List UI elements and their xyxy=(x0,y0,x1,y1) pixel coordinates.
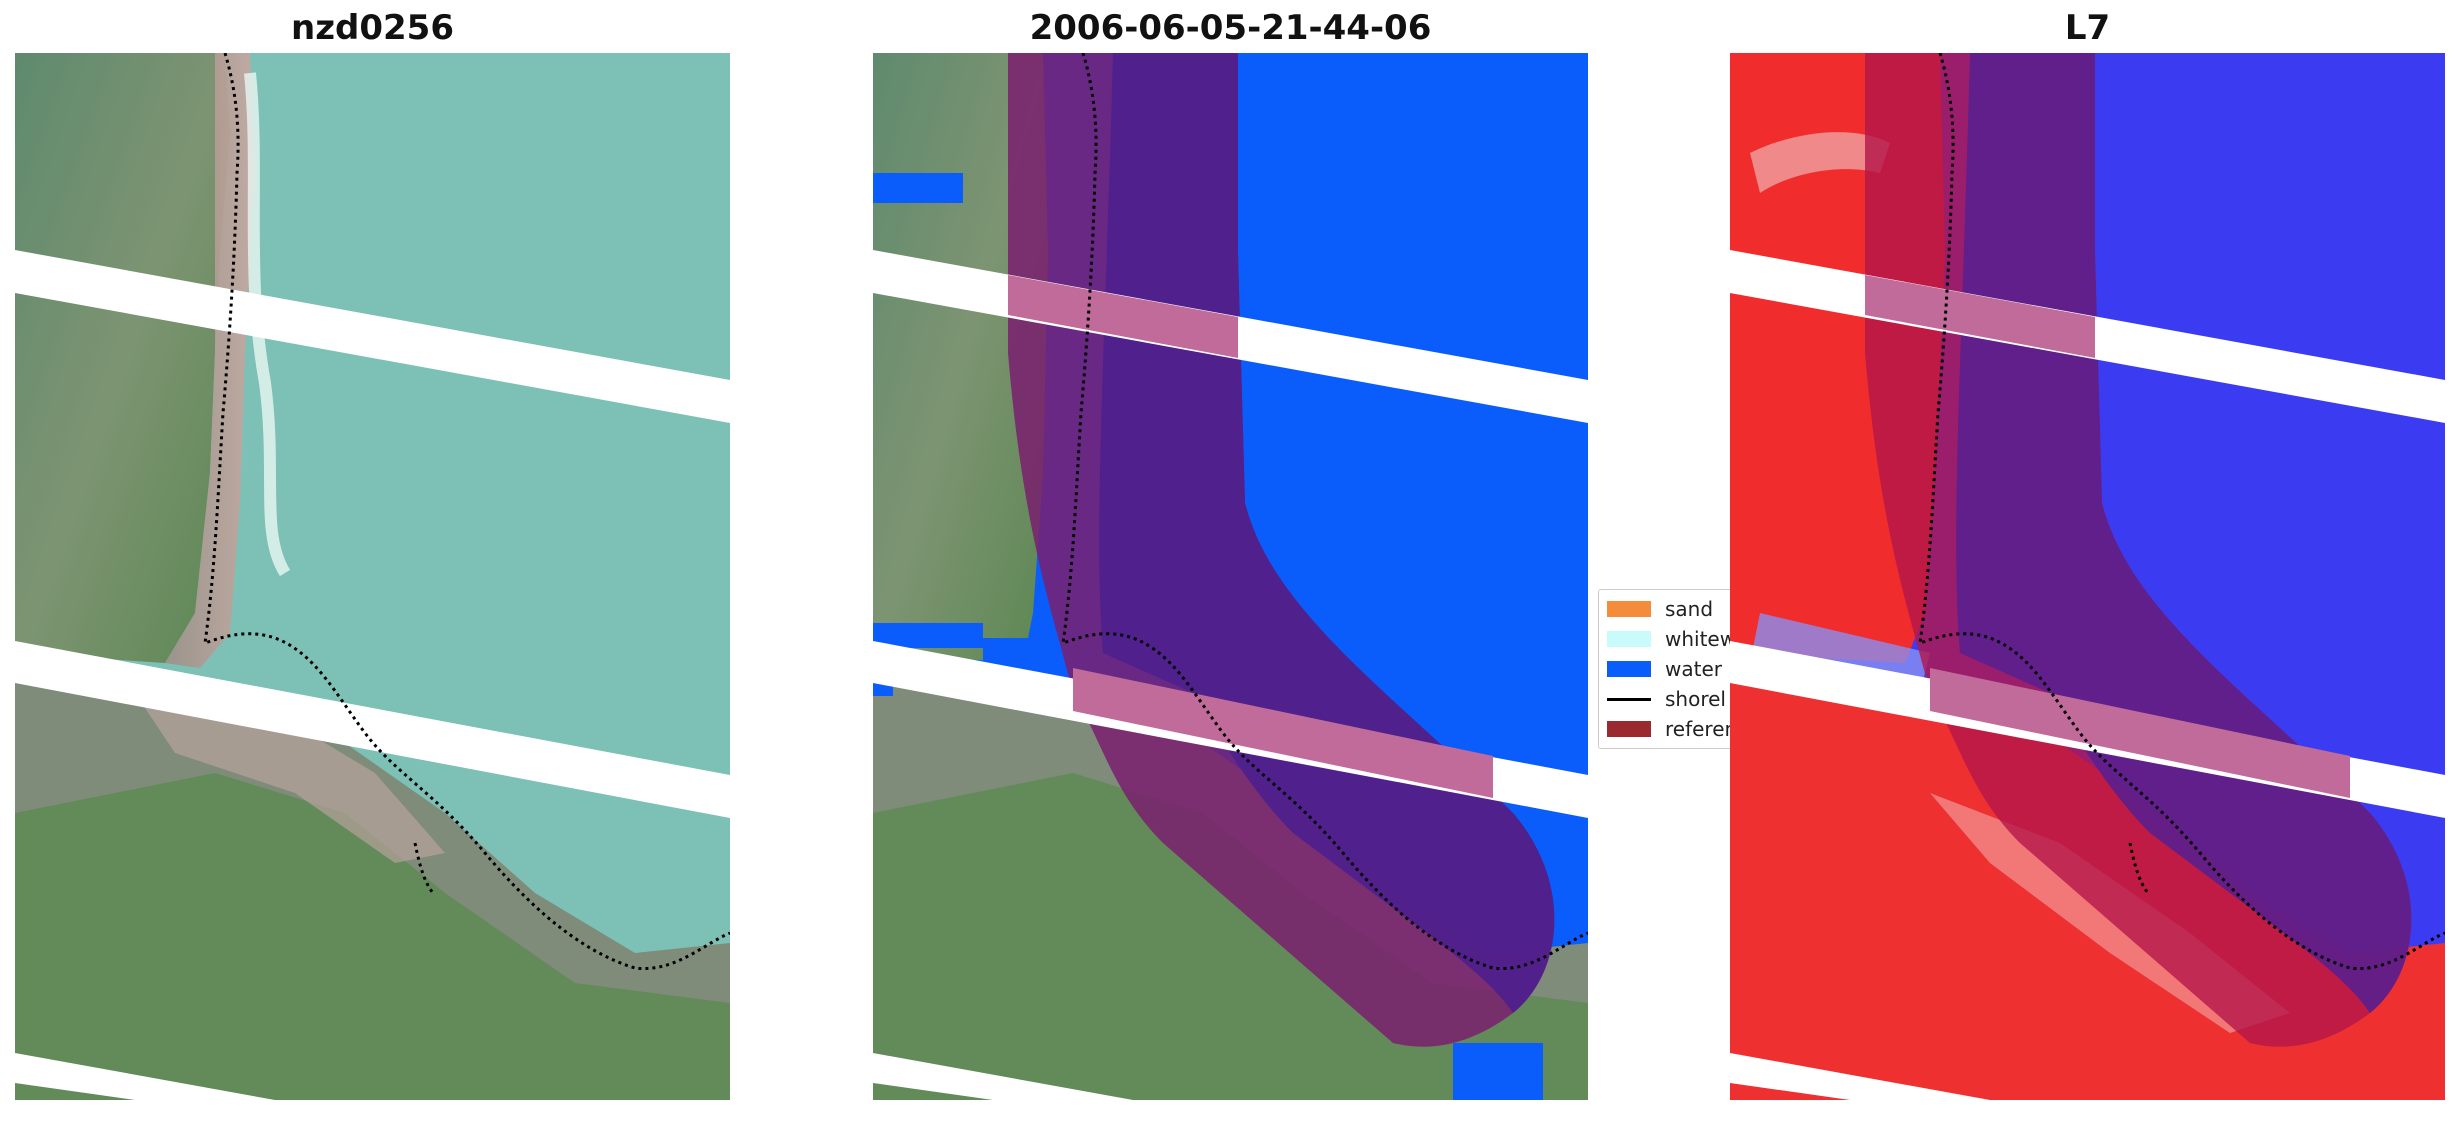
scanline-gap-band xyxy=(1073,668,1493,798)
legend-label: referen xyxy=(1665,717,1732,741)
scanline-gap-band xyxy=(1865,275,2095,358)
legend-label: water xyxy=(1665,657,1722,681)
scanline-gap xyxy=(873,1040,1133,1100)
panel-title-index: L7 xyxy=(2064,8,2111,48)
scanline-gap xyxy=(15,1040,275,1100)
shoreline-detail xyxy=(2128,842,2150,894)
legend-label: sand xyxy=(1665,597,1714,621)
scanline-gap xyxy=(15,250,730,423)
beach-strip xyxy=(165,53,255,668)
shoreline-swatch xyxy=(1607,697,1651,701)
vegetation xyxy=(15,773,730,1100)
shoreline xyxy=(1918,53,2445,971)
rgb-image-panel xyxy=(15,53,730,1100)
panel-title-classified: 2006-06-05-21-44-06 xyxy=(1029,8,1432,48)
water-patch xyxy=(873,623,983,648)
surf-line xyxy=(244,72,291,577)
legend-item-water: water xyxy=(1607,657,1722,681)
scanline-gap-band xyxy=(1930,668,2350,798)
upper-land xyxy=(873,53,1048,663)
shoreline xyxy=(1061,53,1588,971)
water-swatch xyxy=(1607,661,1651,677)
legend-item-sand: sand xyxy=(1607,597,1714,621)
sand-swatch xyxy=(1607,601,1651,617)
index-image-panel xyxy=(1730,53,2445,1100)
dune xyxy=(135,693,445,863)
upper-land xyxy=(15,53,230,663)
panel-title-rgb: nzd0256 xyxy=(291,8,454,48)
water-patch xyxy=(983,638,1043,663)
scanline-gap xyxy=(1730,1040,1990,1100)
light-patch xyxy=(1750,132,1890,193)
reference-swatch xyxy=(1607,721,1651,737)
scanline-gap xyxy=(15,641,730,818)
whitewater-swatch xyxy=(1607,631,1651,647)
shoreline-detail xyxy=(413,842,435,894)
water-patch xyxy=(1453,1043,1543,1100)
classified-image-panel xyxy=(873,53,1588,1100)
shoreline xyxy=(203,53,730,971)
legend-label: shorel xyxy=(1665,687,1726,711)
scanline-gap-band xyxy=(1008,275,1238,358)
legend-item-reference: referen xyxy=(1607,717,1732,741)
legend-item-shoreline: shorel xyxy=(1607,687,1726,711)
water-patch xyxy=(873,173,963,203)
